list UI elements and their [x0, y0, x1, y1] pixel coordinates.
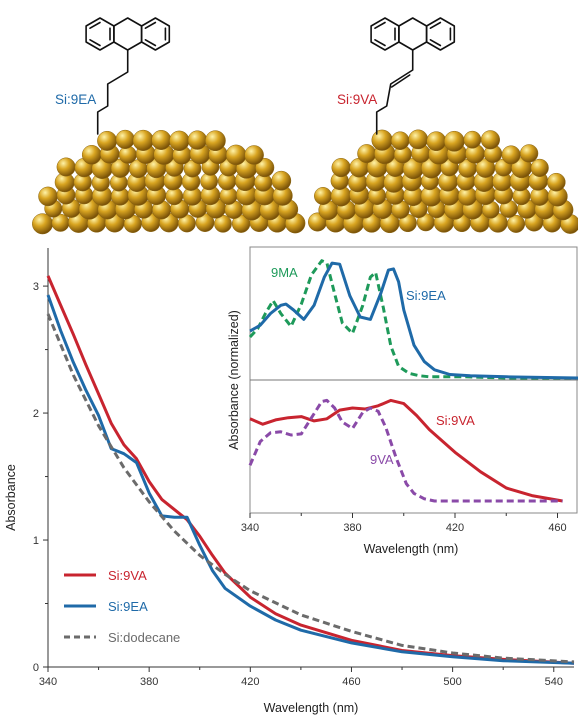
- double-bond: [429, 21, 442, 30]
- main-y-tick-label: 2: [33, 408, 39, 420]
- gold-atom: [480, 130, 500, 150]
- double-bond: [89, 21, 101, 30]
- inset-y-axis-title: Absorbance (normalized): [227, 310, 241, 450]
- inset-x-axis-title: Wavelength (nm): [364, 542, 459, 556]
- double-bond: [374, 21, 386, 30]
- double-bond: [429, 38, 442, 47]
- inset-series-line-9va: [248, 398, 563, 503]
- gold-atom: [244, 145, 264, 165]
- anthracene-ring: [398, 17, 428, 51]
- inset-axes: 340 380 420 460 Wavelength (nm) Absorbance (n…: [227, 246, 578, 556]
- linker-chain: [375, 49, 414, 135]
- gold-atom: [118, 145, 137, 164]
- inset-series-group: [248, 259, 578, 503]
- gold-atom: [187, 130, 208, 150]
- inset-label-si-9va: Si:9VA: [436, 413, 475, 428]
- gold-nanoparticle-left: [32, 129, 306, 235]
- gold-atom: [271, 170, 292, 191]
- gold-atom: [390, 131, 410, 150]
- gold-atom: [426, 131, 447, 152]
- gold-nanoparticle-right: [308, 129, 578, 234]
- gold-atom: [115, 129, 135, 149]
- gold-atom: [408, 129, 429, 150]
- double-bond: [144, 38, 157, 47]
- linker-chain: [96, 49, 129, 135]
- inset-normalized-chart: 340 380 420 460 Wavelength (nm) Absorbance (n…: [227, 246, 578, 556]
- molecule-illustration: Si:9EA Si:9VA: [32, 17, 578, 235]
- molecule-label-si-9ea: Si:9EA: [55, 92, 96, 107]
- inset-x-tick-label: 340: [241, 522, 259, 534]
- molecule-label-si-9va: Si:9VA: [337, 92, 377, 107]
- gold-atom: [357, 144, 377, 164]
- inset-x-tick-label: 380: [343, 522, 361, 534]
- inset-label-9ma: 9MA: [271, 265, 298, 280]
- gold-atom: [56, 157, 76, 177]
- main-absorbance-chart: 340 380 420 460 500 540 0 1 2 3 Wavelength (nm) Abs…: [4, 248, 575, 715]
- main-x-axis-title: Wavelength (nm): [264, 701, 359, 715]
- inset-label-9va: 9VA: [370, 452, 394, 467]
- main-y-tick-label: 0: [33, 662, 39, 674]
- main-x-tick-label: 460: [342, 676, 360, 688]
- inset-series-line-si-9ea: [249, 261, 578, 380]
- double-bond: [89, 38, 101, 47]
- main-y-tick-label: 3: [33, 281, 39, 293]
- gold-atom: [371, 129, 393, 151]
- main-series-group: [46, 275, 575, 665]
- gold-atom: [97, 130, 118, 151]
- legend-label-si-9va: Si:9VA: [108, 568, 147, 583]
- inset-curve-labels: 9MA Si:9EA Si:9VA 9VA: [271, 265, 475, 467]
- legend-label-si-dodecane: Si:dodecane: [108, 630, 180, 645]
- anthracene-ring: [425, 17, 456, 51]
- gold-atom: [463, 130, 482, 149]
- series-line-si-dodecane: [46, 313, 575, 664]
- inset-x-tick-label: 420: [446, 522, 464, 534]
- main-x-tick-label: 420: [241, 676, 259, 688]
- molecule-si-9ea: Si:9EA: [55, 17, 171, 135]
- double-bond: [374, 38, 386, 47]
- main-x-tick-label: 380: [140, 676, 158, 688]
- gold-atom: [443, 130, 465, 152]
- molecule-si-9va: Si:9VA: [337, 17, 456, 135]
- inset-label-si-9ea: Si:9EA: [406, 288, 446, 303]
- gold-atom: [314, 187, 332, 205]
- gold-atom: [547, 172, 566, 192]
- gold-atom: [255, 158, 275, 178]
- gold-atom: [169, 130, 190, 151]
- gold-atom: [225, 144, 247, 166]
- gold-atom: [38, 186, 58, 207]
- gold-atom: [81, 145, 102, 165]
- inset-x-tick-label: 460: [548, 522, 566, 534]
- main-y-tick-label: 1: [33, 535, 39, 547]
- main-x-tick-label: 340: [39, 676, 57, 688]
- gold-atom: [205, 130, 226, 152]
- gold-atom: [151, 130, 172, 150]
- main-legend: Si:9VA Si:9EA Si:dodecane: [64, 568, 180, 645]
- double-bond: [144, 21, 157, 30]
- inset-series-line-9ma: [248, 259, 578, 380]
- gold-atom: [530, 158, 549, 177]
- vinyl-double-bond: [390, 74, 411, 88]
- gold-atom: [519, 144, 539, 163]
- anthracene-ring: [140, 17, 171, 51]
- main-y-axis-title: Absorbance: [4, 464, 18, 531]
- gold-atom: [507, 214, 526, 233]
- gold-atom: [331, 158, 351, 178]
- gold-atom: [501, 145, 521, 165]
- legend-label-si-9ea: Si:9EA: [108, 599, 148, 614]
- anthracene-ring: [113, 17, 143, 51]
- main-x-tick-label: 540: [545, 676, 563, 688]
- gold-atom: [165, 187, 184, 206]
- series-line-si-9ea: [46, 294, 575, 665]
- main-x-tick-label: 500: [443, 676, 461, 688]
- gold-atom: [132, 129, 154, 151]
